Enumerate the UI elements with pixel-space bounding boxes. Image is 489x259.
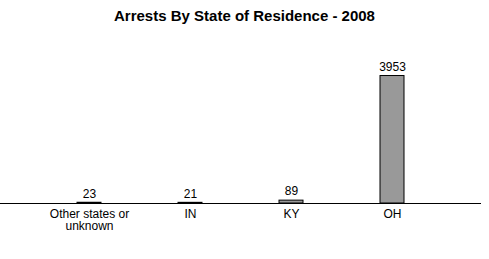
svg-text:21: 21 [184, 187, 198, 201]
html-text:Arrests By State of Residence: Arrests By State of Residence - 2008 [114, 7, 375, 24]
svg-text:Other states orunknown: Other states orunknown [50, 207, 129, 233]
svg-text:IN: IN [185, 207, 197, 221]
svg-text:KY: KY [283, 207, 299, 221]
svg-text:89: 89 [285, 184, 299, 198]
svg-text:23: 23 [83, 187, 97, 201]
svg-text:3953: 3953 [379, 60, 406, 74]
svg-text:OH: OH [384, 207, 402, 221]
